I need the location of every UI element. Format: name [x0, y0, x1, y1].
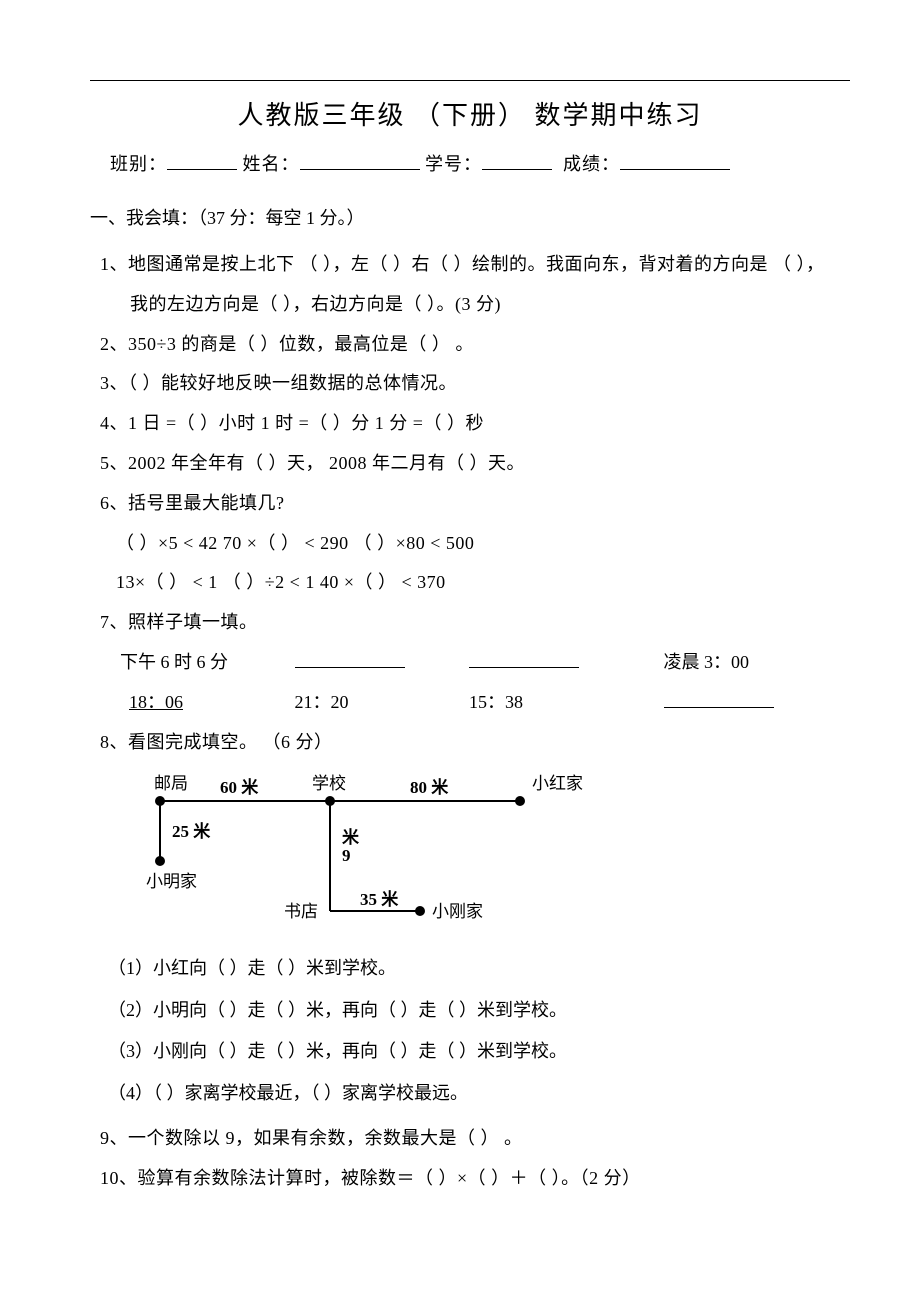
- svg-text:小红家: 小红家: [532, 774, 583, 793]
- q6: 6、括号里最大能填几?: [100, 485, 850, 523]
- q7-blank3: [664, 689, 774, 708]
- q7-r2c3: 15：38: [469, 684, 659, 722]
- q7-blank1: [295, 649, 405, 668]
- q8-sub3: （3）小刚向（ ）走（ ）米，再向（ ）走（ ）米到学校。: [108, 1031, 850, 1072]
- info-line: 班别： 姓名： 学号： 成绩：: [110, 150, 850, 176]
- section1-heading: 一、我会填：（37 分：每空 1 分。）: [90, 204, 850, 230]
- svg-text:80 米: 80 米: [410, 777, 449, 797]
- q4: 4、1 日 =（ ）小时 1 时 =（ ）分 1 分 =（ ）秒: [100, 405, 850, 443]
- q7: 7、照样子填一填。: [100, 604, 850, 642]
- q7-r1c1: 下午 6 时 6 分: [120, 644, 290, 682]
- q8-diagram: 60 米 80 米 25 米 米9 35 米 邮局 学校 小红家小明家书店 小刚家: [120, 771, 850, 936]
- top-rule: [90, 80, 850, 81]
- q1-line1: 1、地图通常是按上北下 （ ），左（ ）右（ ）绘制的。我面向东，背对着的方向是…: [100, 246, 850, 284]
- q7-r1c3: [469, 644, 659, 682]
- q7-r2c1: 18：06: [120, 684, 290, 722]
- q8-sub4: （4）（ ）家离学校最近，（ ）家离学校最远。: [108, 1073, 850, 1114]
- q6b: 13×（ ） < 1 （ ）÷2 < 1 40 ×（ ） < 370: [116, 564, 850, 602]
- score-blank: [620, 151, 730, 170]
- q7-r1c4: 凌晨 3：00: [664, 644, 804, 682]
- svg-text:60 米: 60 米: [220, 777, 259, 797]
- svg-text:25 米: 25 米: [172, 821, 211, 841]
- svg-text:学校: 学校: [312, 774, 346, 793]
- q9: 9、一个数除以 9，如果有余数，余数最大是（ ） 。: [100, 1120, 850, 1158]
- id-label: 学号：: [425, 154, 482, 174]
- id-blank: [482, 151, 552, 170]
- page-title: 人教版三年级 （下册） 数学期中练习: [90, 95, 850, 132]
- q10: 10、验算有余数除法计算时，被除数＝（ ）×（ ）＋（ ）。（2 分）: [100, 1160, 850, 1198]
- q7-row2: 18：06 21：20 15：38: [120, 684, 850, 722]
- name-blank: [300, 151, 420, 170]
- q8-sub2: （2）小明向（ ）走（ ）米，再向（ ）走（ ）米到学校。: [108, 990, 850, 1031]
- svg-text:书店: 书店: [284, 902, 318, 921]
- q2: 2、350÷3 的商是（ ）位数，最高位是（ ） 。: [100, 326, 850, 364]
- svg-text:邮局: 邮局: [154, 774, 188, 793]
- svg-text:35 米: 35 米: [360, 889, 399, 909]
- q7-row1: 下午 6 时 6 分 凌晨 3：00: [120, 644, 850, 682]
- q1-line2: 我的左边方向是（ ），右边方向是（ ）。(3 分): [130, 286, 850, 324]
- q7-blank2: [469, 649, 579, 668]
- svg-text:小明家: 小明家: [146, 872, 197, 891]
- q3: 3、（ ）能较好地反映一组数据的总体情况。: [100, 365, 850, 403]
- svg-text:米: 米: [342, 827, 360, 847]
- name-label: 姓名：: [243, 154, 300, 174]
- class-blank: [167, 151, 237, 170]
- score-label: 成绩：: [563, 154, 620, 174]
- q7-r2c2: 21：20: [295, 684, 465, 722]
- q8: 8、看图完成填空。 （6 分）: [100, 724, 850, 762]
- q7-r1c2: [295, 644, 465, 682]
- q7-r2c4: [664, 684, 804, 722]
- svg-text:小刚家: 小刚家: [432, 902, 483, 921]
- q8-sub1: （1）小红向（ ）走（ ）米到学校。: [108, 948, 850, 989]
- q5: 5、2002 年全年有（ ）天， 2008 年二月有（ ）天。: [100, 445, 850, 483]
- map-diagram-svg: 60 米 80 米 25 米 米9 35 米 邮局 学校 小红家小明家书店 小刚家: [120, 771, 640, 931]
- svg-text:9: 9: [342, 846, 351, 865]
- q6a: （ ）×5 < 42 70 ×（ ） < 290 （ ）×80 < 500: [116, 525, 850, 563]
- class-label: 班别：: [110, 154, 167, 174]
